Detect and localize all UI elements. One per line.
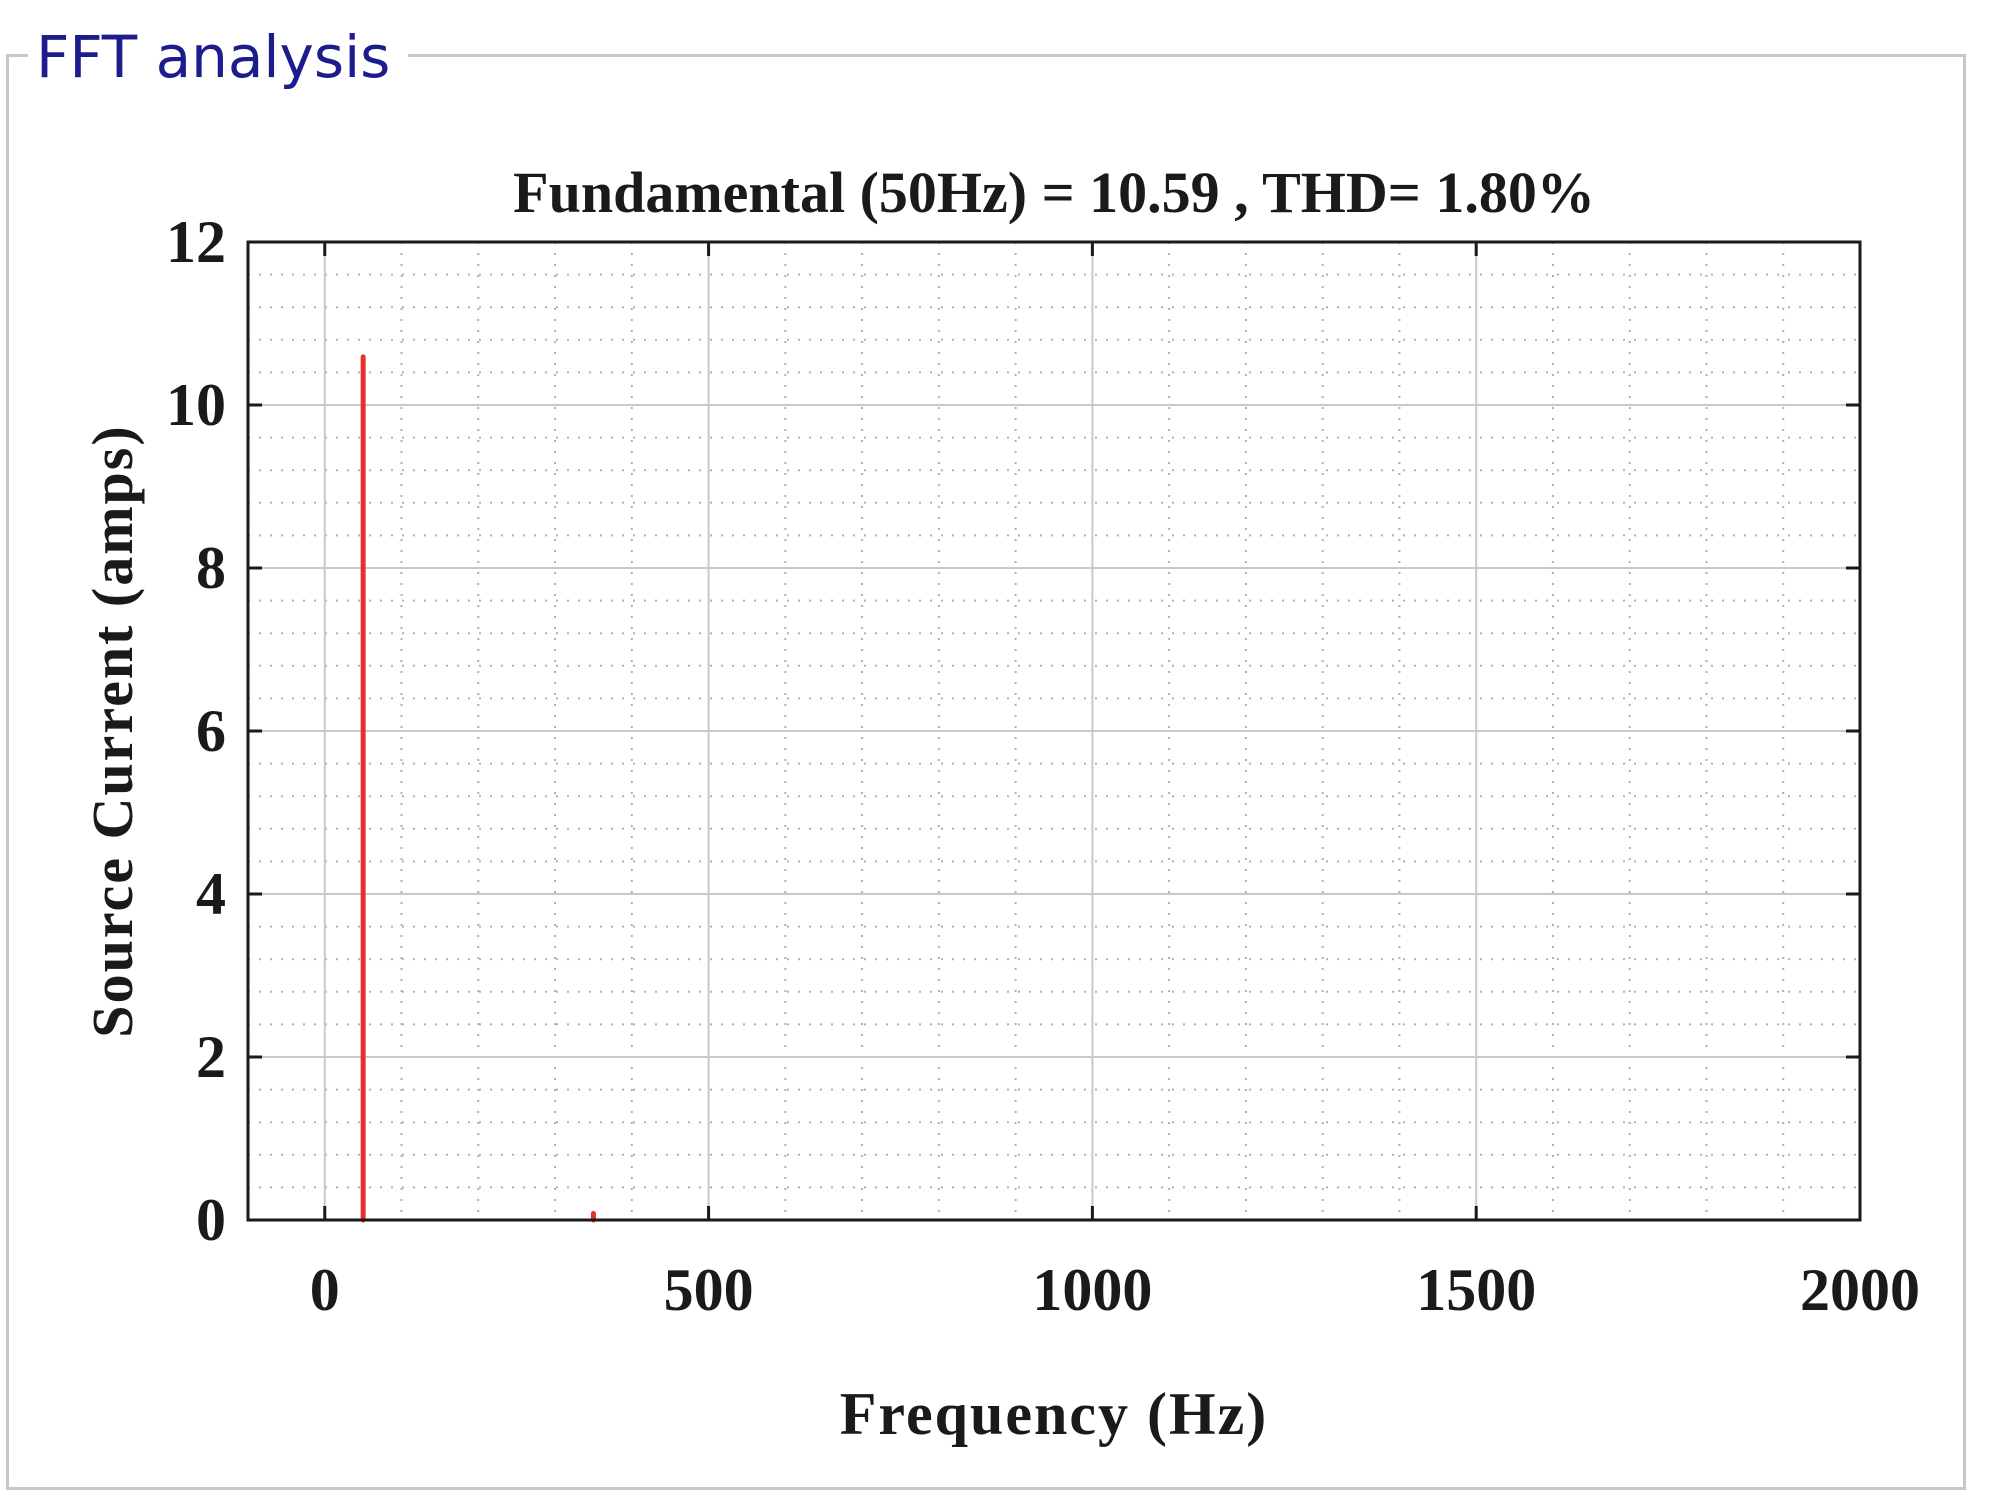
- y-tick-label: 8: [196, 535, 226, 601]
- x-tick-label: 1500: [1416, 1257, 1536, 1323]
- axis-ticks: [248, 240, 1862, 1222]
- y-tick-label: 6: [196, 698, 226, 764]
- y-axis-label: Source Current (amps): [80, 424, 145, 1037]
- y-tick-labels: 0 2 4 6 8 10 12: [166, 209, 226, 1253]
- x-tick-label: 1000: [1032, 1257, 1152, 1323]
- x-tick-label: 500: [664, 1257, 754, 1323]
- y-tick-label: 12: [166, 209, 226, 275]
- panel-title: FFT analysis: [28, 22, 409, 92]
- chart-title: Fundamental (50Hz) = 10.59 , THD= 1.80%: [513, 160, 1595, 225]
- y-tick-label: 0: [196, 1187, 226, 1253]
- x-axis-label: Frequency (Hz): [840, 1381, 1268, 1447]
- x-tick-label: 0: [310, 1257, 340, 1323]
- y-tick-label: 2: [196, 1024, 226, 1090]
- x-tick-label: 2000: [1800, 1257, 1920, 1323]
- y-tick-label: 4: [196, 861, 226, 927]
- x-tick-labels: 0 500 1000 1500 2000: [310, 1257, 1920, 1323]
- y-tick-label: 10: [166, 372, 226, 438]
